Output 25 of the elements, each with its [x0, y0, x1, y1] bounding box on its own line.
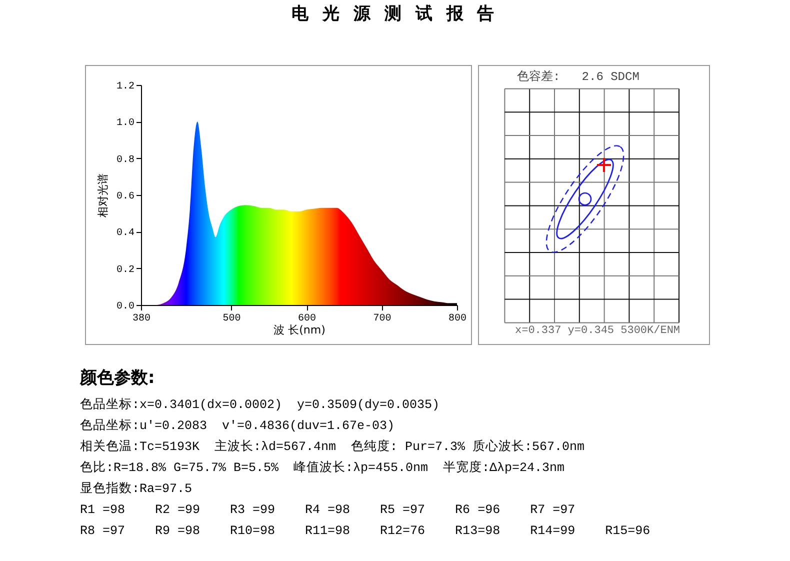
text: 色品坐标:x=0.3401(dx=0.0002) y=0.3509(dy=0.0035) [80, 396, 441, 414]
y-tick-label: 1.0 [116, 118, 134, 130]
text: R8 =97 R9 =98 R10=98 R11=98 R12=76 R13=98 R14=99 R15=96 [80, 523, 652, 540]
text: 色品坐标:u'=0.2083 v'=0.4836(duv=1.67e-03) [80, 418, 396, 435]
chart-title: 电 光 源 测 试 报 告 [290, 3, 500, 25]
y-tick-label: 0.0 [116, 302, 134, 312]
y-tick-label: 0.8 [116, 154, 134, 166]
x-tick-label: 500 [222, 314, 241, 324]
y-tick-label: 0.2 [116, 264, 134, 276]
text: x=0.337 y=0.345 5300K/ENM [515, 325, 680, 337]
text: 相关色温:Tc=5193K 主波长:λd=567.4nm 色纯度: Pur=7.3% 质心波长:567.0nm [80, 438, 586, 456]
text: R1 =98 R2 =99 R3 =99 R4 =98 R5 =97 R6 =96 R7 =97 [80, 502, 576, 519]
x-tick-label: 600 [298, 314, 316, 324]
x-axis-title: 波 长(nm) [274, 324, 326, 336]
x-tick-label: 380 [132, 314, 151, 324]
text: 颜色参数: [80, 367, 156, 389]
y-tick-label: 0.6 [116, 192, 134, 202]
y-tick-label: 0.4 [116, 228, 134, 240]
text: 色容差: 2.6 SDCM [517, 69, 640, 85]
text: 色比:R=18.8% G=75.7% B=5.5% 峰值波长:λp=455.0nm 半宽度:Δλp=24.3nm [80, 460, 566, 477]
y-axis-title: 相对光谱 [96, 174, 110, 218]
x-tick-label: 800 [448, 314, 467, 324]
text: 显色指数:Ra=97.5 [80, 480, 194, 498]
x-tick-label: 700 [373, 314, 392, 324]
y-tick-label: 1.2 [116, 82, 134, 92]
